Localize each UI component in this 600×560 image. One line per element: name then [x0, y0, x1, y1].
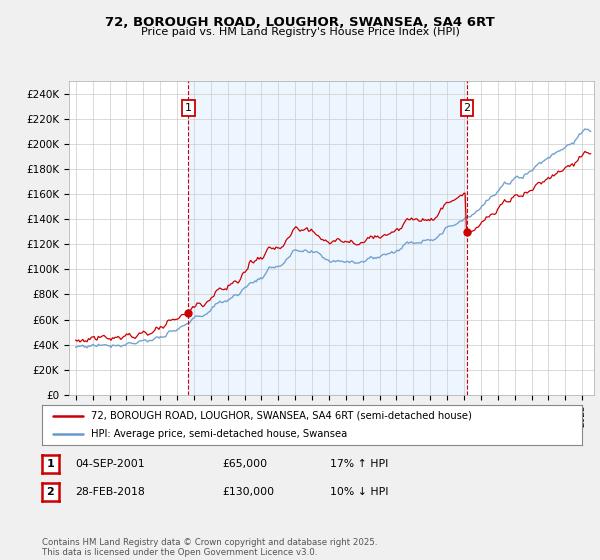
- Text: £130,000: £130,000: [222, 487, 274, 497]
- Text: HPI: Average price, semi-detached house, Swansea: HPI: Average price, semi-detached house,…: [91, 430, 347, 439]
- Text: 1: 1: [185, 103, 192, 113]
- Text: 72, BOROUGH ROAD, LOUGHOR, SWANSEA, SA4 6RT (semi-detached house): 72, BOROUGH ROAD, LOUGHOR, SWANSEA, SA4 …: [91, 411, 472, 421]
- Text: 1: 1: [47, 459, 54, 469]
- Text: 72, BOROUGH ROAD, LOUGHOR, SWANSEA, SA4 6RT: 72, BOROUGH ROAD, LOUGHOR, SWANSEA, SA4 …: [105, 16, 495, 29]
- Text: £65,000: £65,000: [222, 459, 267, 469]
- Text: 2: 2: [463, 103, 470, 113]
- Text: 28-FEB-2018: 28-FEB-2018: [75, 487, 145, 497]
- Text: 10% ↓ HPI: 10% ↓ HPI: [330, 487, 389, 497]
- Text: Contains HM Land Registry data © Crown copyright and database right 2025.
This d: Contains HM Land Registry data © Crown c…: [42, 538, 377, 557]
- Text: Price paid vs. HM Land Registry's House Price Index (HPI): Price paid vs. HM Land Registry's House …: [140, 27, 460, 37]
- Text: 17% ↑ HPI: 17% ↑ HPI: [330, 459, 388, 469]
- Text: 04-SEP-2001: 04-SEP-2001: [75, 459, 145, 469]
- Text: 2: 2: [47, 487, 54, 497]
